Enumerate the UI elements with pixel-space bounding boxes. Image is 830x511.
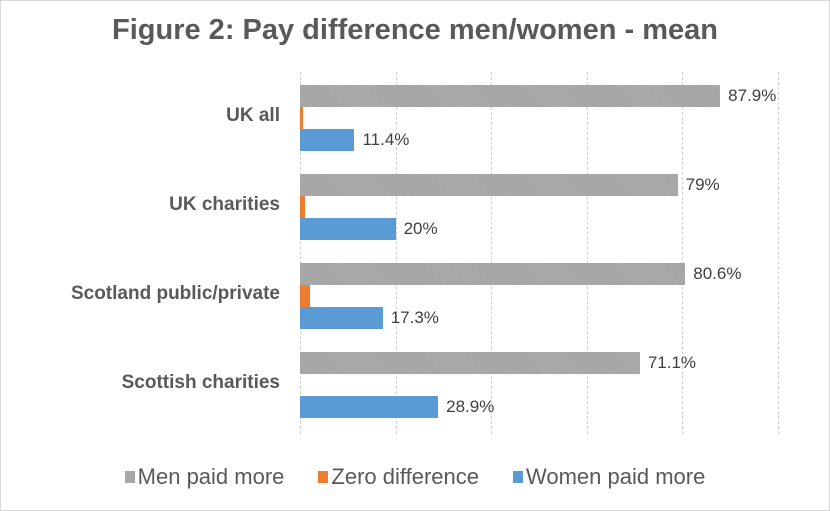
bar-zero (300, 107, 304, 129)
plot-area: 87.9% 11.4% 79% 20% 80.6% 17.3% 71.1% 28.9% (300, 72, 779, 434)
data-label: 11.4% (362, 130, 410, 149)
data-label: 17.3% (390, 308, 439, 327)
bar-men (300, 352, 640, 374)
bar-men (300, 85, 721, 107)
category-label: UK charities (169, 194, 280, 215)
bar-women (300, 307, 383, 329)
data-label: 71.1% (647, 353, 697, 372)
gridline (395, 72, 397, 434)
legend-label: Women paid more (525, 464, 706, 489)
gridline (586, 72, 588, 434)
bar-women (300, 396, 439, 418)
chart-title: Figure 2: Pay difference men/women - mea… (112, 14, 718, 46)
legend-swatch-men (124, 471, 135, 483)
legend-item-women: Women paid more (512, 464, 706, 490)
legend-label: Zero difference (331, 464, 479, 489)
data-label: 80.6% (693, 264, 742, 283)
category-label: Scottish charities (121, 372, 280, 393)
category-label: Scotland public/private (70, 283, 280, 304)
legend-item-men: Men paid more (124, 464, 285, 490)
gridline (682, 72, 684, 434)
legend: Men paid more Zero difference Women paid… (0, 464, 830, 490)
bar-women (300, 129, 355, 151)
legend-swatch-zero (318, 471, 329, 483)
data-label: 20% (403, 219, 438, 238)
bar-men (300, 174, 678, 196)
bar-zero (300, 285, 311, 307)
category-label: UK all (226, 105, 280, 126)
data-label: 28.9% (446, 397, 495, 416)
gridline (491, 72, 493, 434)
data-label: 87.9% (728, 86, 777, 105)
gridline (778, 72, 779, 434)
bar-zero (300, 196, 305, 218)
bar-women (300, 218, 396, 240)
legend-swatch-women (512, 471, 523, 483)
bar-men (300, 263, 686, 285)
legend-item-zero: Zero difference (318, 464, 479, 490)
gridline (300, 72, 301, 434)
legend-label: Men paid more (137, 464, 285, 489)
data-label: 79% (685, 175, 720, 194)
